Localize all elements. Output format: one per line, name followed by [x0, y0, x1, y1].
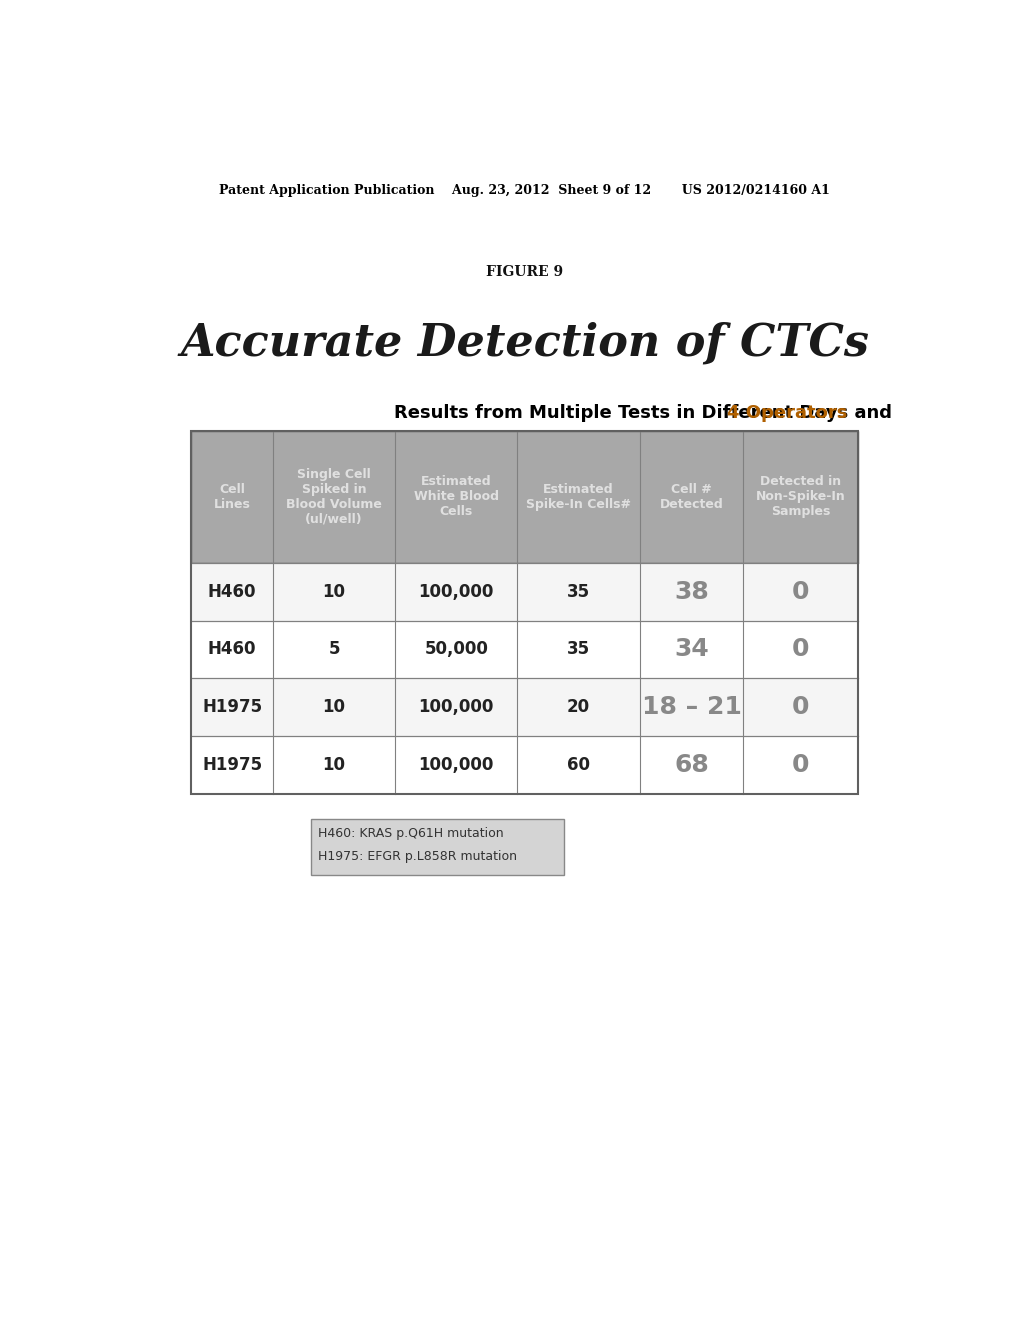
Text: H1975: H1975: [202, 756, 262, 774]
Text: 18 – 21: 18 – 21: [641, 696, 741, 719]
Text: FIGURE 9: FIGURE 9: [486, 265, 563, 279]
Text: 0: 0: [792, 752, 809, 776]
Text: 35: 35: [567, 582, 590, 601]
Bar: [191, 737, 858, 793]
Text: H460: H460: [208, 582, 256, 601]
Text: Results from Multiple Tests in Different Days and: Results from Multiple Tests in Different…: [394, 404, 898, 422]
Text: 0: 0: [792, 579, 809, 603]
Text: H1975: EFGR p.L858R mutation: H1975: EFGR p.L858R mutation: [318, 850, 517, 863]
Text: Estimated
Spike-In Cells#: Estimated Spike-In Cells#: [526, 483, 631, 511]
Text: Detected in
Non-Spike-In
Samples: Detected in Non-Spike-In Samples: [756, 475, 846, 519]
Text: H1975: H1975: [202, 698, 262, 717]
Text: 0: 0: [792, 638, 809, 661]
Bar: [191, 678, 858, 737]
Text: 10: 10: [323, 582, 345, 601]
Text: 0: 0: [792, 696, 809, 719]
Text: 10: 10: [323, 698, 345, 717]
Text: 100,000: 100,000: [419, 582, 494, 601]
Bar: [191, 620, 858, 678]
Text: Cell
Lines: Cell Lines: [214, 483, 251, 511]
Text: 4 Operators: 4 Operators: [727, 404, 848, 422]
Bar: [191, 562, 858, 620]
Text: 100,000: 100,000: [419, 698, 494, 717]
Text: Single Cell
Spiked in
Blood Volume
(ul/well): Single Cell Spiked in Blood Volume (ul/w…: [286, 467, 382, 525]
Text: 35: 35: [567, 640, 590, 659]
Text: Estimated
White Blood
Cells: Estimated White Blood Cells: [414, 475, 499, 519]
Text: Cell #
Detected: Cell # Detected: [659, 483, 723, 511]
Text: 38: 38: [674, 579, 709, 603]
Text: 100,000: 100,000: [419, 756, 494, 774]
Text: H460: H460: [208, 640, 256, 659]
Text: 10: 10: [323, 756, 345, 774]
Bar: [310, 818, 564, 875]
Text: 60: 60: [567, 756, 590, 774]
Text: 68: 68: [674, 752, 709, 776]
Text: Accurate Detection of CTCs: Accurate Detection of CTCs: [180, 321, 869, 364]
Text: 20: 20: [567, 698, 590, 717]
Bar: [191, 430, 858, 793]
Text: H460: KRAS p.Q61H mutation: H460: KRAS p.Q61H mutation: [318, 828, 504, 841]
Text: 34: 34: [674, 638, 709, 661]
Text: 50,000: 50,000: [424, 640, 488, 659]
Bar: [191, 430, 858, 562]
Text: 5: 5: [329, 640, 340, 659]
Text: Patent Application Publication    Aug. 23, 2012  Sheet 9 of 12       US 2012/021: Patent Application Publication Aug. 23, …: [219, 183, 830, 197]
